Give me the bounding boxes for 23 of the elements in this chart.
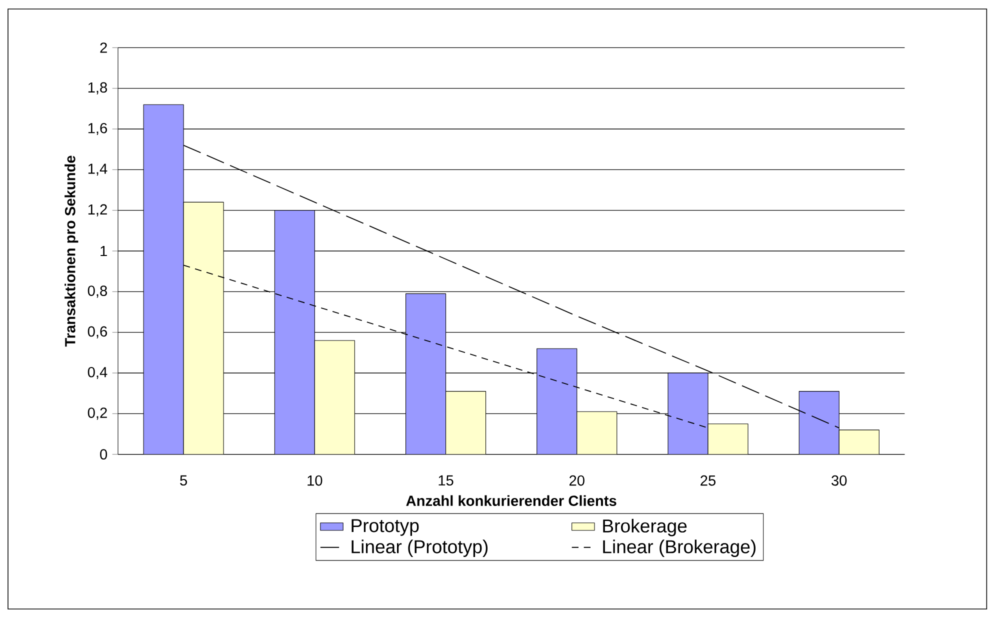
y-tick-label: 1,4 — [88, 164, 108, 176]
x-tick-label: 25 — [700, 475, 716, 486]
y-tick-label: 1,8 — [88, 82, 107, 94]
x-tick-label: 10 — [308, 475, 322, 486]
y-tick-label: 0 — [100, 449, 108, 460]
y-tick-label: 0,6 — [88, 326, 107, 338]
y-tick-label: 1,6 — [88, 122, 107, 136]
legend-label: Linear (Brokerage) — [603, 540, 756, 557]
x-axis-title: Anzahl konkurierender Clients — [406, 495, 616, 506]
y-tick-label: 1,2 — [88, 204, 107, 216]
x-tick-label: 30 — [832, 475, 847, 486]
y-tick-label: 0,8 — [88, 286, 107, 298]
legend-label: Brokerage — [603, 518, 687, 536]
legend-label: Linear (Prototyp) — [352, 540, 488, 557]
y-tick-label: 0,2 — [88, 408, 107, 420]
y-tick-label: 2 — [100, 42, 107, 53]
y-tick-label: 1 — [100, 246, 107, 256]
x-tick-label: 20 — [569, 475, 584, 486]
x-tick-label: 15 — [438, 475, 454, 486]
x-tick-label: 5 — [180, 475, 187, 486]
y-tick-label: 0,4 — [88, 366, 108, 380]
y-axis-title: Transaktionen pro Sekunde — [64, 156, 78, 347]
legend-label: Prototyp — [352, 519, 419, 536]
